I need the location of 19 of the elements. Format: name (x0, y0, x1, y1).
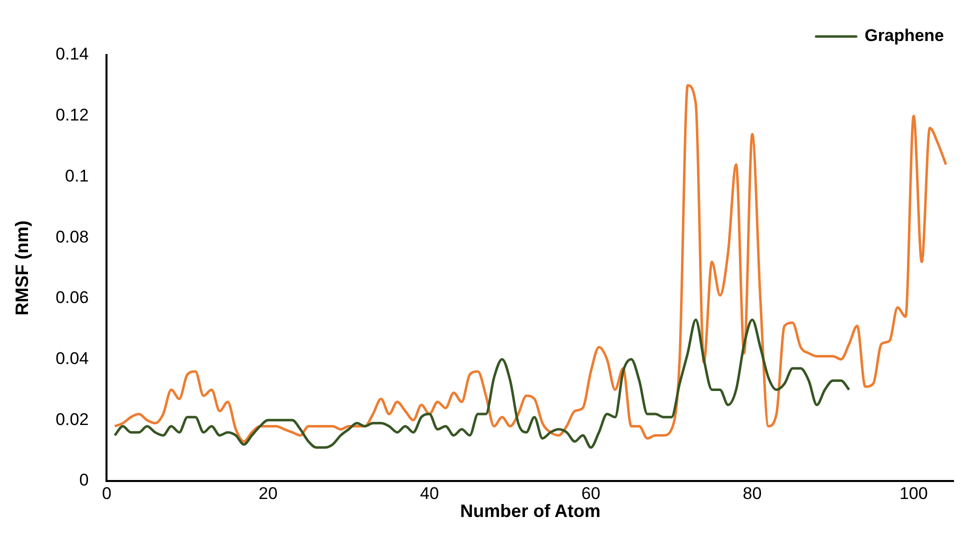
x-tick-label: 60 (581, 484, 600, 503)
y-tick-label: 0.12 (56, 106, 89, 125)
x-tick-label: 0 (102, 484, 112, 503)
y-tick-label: 0.14 (56, 44, 89, 64)
line-series (114, 318, 850, 449)
x-tick-label: 80 (742, 484, 762, 503)
y-tick-label: 0.06 (56, 288, 89, 308)
y-axis-title: RMSF (nm) (12, 220, 32, 316)
y-tick-label: 0.04 (56, 348, 89, 368)
x-tick-label: 100 (899, 484, 928, 503)
y-tick-label: 0.02 (56, 410, 89, 429)
x-axis-title: Number of Atom (460, 501, 601, 522)
legend-label: Graphene (864, 26, 944, 46)
y-tick-label: 0 (79, 470, 89, 490)
line-series (114, 84, 948, 443)
y-tick-label: 0.08 (56, 227, 89, 246)
x-tick-label: 20 (258, 484, 278, 503)
y-tick-label: 0.1 (65, 166, 89, 186)
x-tick-label: 40 (420, 484, 439, 503)
